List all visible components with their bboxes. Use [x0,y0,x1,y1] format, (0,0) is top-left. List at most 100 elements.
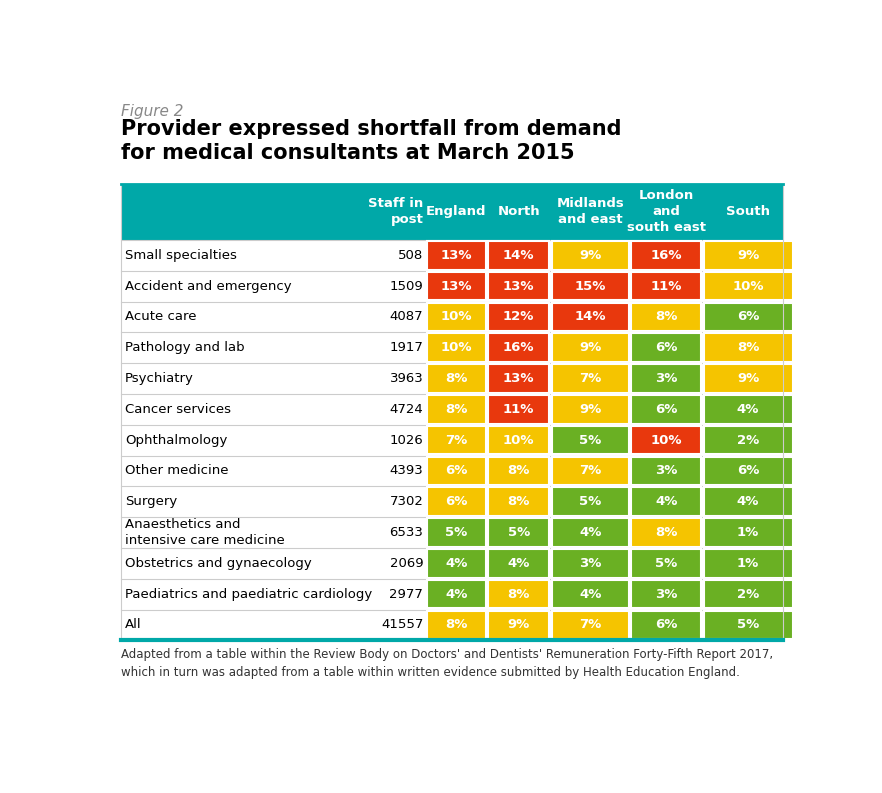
Text: Other medicine: Other medicine [125,465,228,477]
Text: 4%: 4% [736,495,759,508]
Bar [704,334,793,362]
Text: 11%: 11% [503,403,534,416]
Text: 10%: 10% [651,434,682,446]
Bar [121,363,783,394]
Bar [488,488,549,516]
Bar [427,364,486,393]
Bar [551,580,629,608]
Bar [488,364,549,393]
Text: 5%: 5% [579,495,602,508]
Bar [632,241,701,270]
Text: Provider expressed shortfall from demand
for medical consultants at March 2015: Provider expressed shortfall from demand… [121,119,622,163]
Bar [632,488,701,516]
Bar [551,272,629,301]
Text: 2977: 2977 [390,588,423,600]
Bar [121,184,783,240]
Text: 1917: 1917 [390,341,423,354]
Text: 1%: 1% [737,526,759,539]
Text: 8%: 8% [445,403,467,416]
Bar [427,580,486,608]
Bar [551,488,629,516]
Text: Surgery: Surgery [125,495,177,508]
Bar [632,364,701,393]
Text: 8%: 8% [655,526,677,539]
Text: 16%: 16% [651,249,682,262]
Bar [427,519,486,546]
Text: Paediatrics and paediatric cardiology: Paediatrics and paediatric cardiology [125,588,372,600]
Text: 3%: 3% [579,557,602,570]
Bar [488,580,549,608]
Text: 2%: 2% [737,588,759,600]
Text: 6%: 6% [655,341,677,354]
Text: 6%: 6% [445,465,467,477]
Bar [632,334,701,362]
Text: 2%: 2% [737,434,759,446]
Text: 8%: 8% [507,588,530,600]
Bar [121,579,783,610]
Bar [121,332,783,363]
Text: All: All [125,619,142,631]
Bar [704,426,793,454]
Text: Small specialties: Small specialties [125,249,237,262]
Bar [427,426,486,454]
Text: 1509: 1509 [390,280,423,293]
Text: 3963: 3963 [390,372,423,385]
Bar [632,272,701,301]
Bar [488,303,549,331]
Text: Obstetrics and gynaecology: Obstetrics and gynaecology [125,557,311,570]
Text: 6%: 6% [736,465,759,477]
Bar [704,272,793,301]
Text: 4%: 4% [445,588,467,600]
Bar [488,272,549,301]
Text: 8%: 8% [445,372,467,385]
Text: 16%: 16% [503,341,534,354]
Bar [632,395,701,423]
Text: 4724: 4724 [390,403,423,416]
Text: Adapted from a table within the Review Body on Doctors' and Dentists' Remunerati: Adapted from a table within the Review B… [121,648,774,679]
Bar [121,394,783,425]
Text: 8%: 8% [445,619,467,631]
Bar [488,549,549,577]
Text: 13%: 13% [503,372,534,385]
Text: 41557: 41557 [381,619,423,631]
Bar [488,457,549,485]
Text: 508: 508 [398,249,423,262]
Text: England: England [426,205,487,218]
Text: London
and
south east: London and south east [627,190,706,234]
Text: 9%: 9% [579,249,602,262]
Bar [632,549,701,577]
Text: Cancer services: Cancer services [125,403,231,416]
Bar [121,240,783,270]
Bar [551,334,629,362]
Text: 10%: 10% [440,310,472,324]
Text: 7%: 7% [579,619,602,631]
Bar [632,611,701,639]
Text: 11%: 11% [651,280,682,293]
Text: 9%: 9% [579,403,602,416]
Bar [427,395,486,423]
Text: 4%: 4% [579,526,602,539]
Bar [427,241,486,270]
Text: 4%: 4% [655,495,677,508]
Text: 15%: 15% [575,280,606,293]
Bar [121,425,783,455]
Text: 5%: 5% [655,557,677,570]
Bar [488,241,549,270]
Text: 4%: 4% [445,557,467,570]
Bar [427,272,486,301]
Text: 8%: 8% [736,341,759,354]
Text: 10%: 10% [440,341,472,354]
Text: Staff in
post: Staff in post [368,197,423,226]
Text: 4087: 4087 [390,310,423,324]
Bar [427,334,486,362]
Bar [704,241,793,270]
Text: 5%: 5% [579,434,602,446]
Bar [704,611,793,639]
Text: 6%: 6% [736,310,759,324]
Bar [427,303,486,331]
Text: Psychiatry: Psychiatry [125,372,194,385]
Bar [121,486,783,517]
Bar [488,334,549,362]
Bar [551,549,629,577]
Text: 13%: 13% [503,280,534,293]
